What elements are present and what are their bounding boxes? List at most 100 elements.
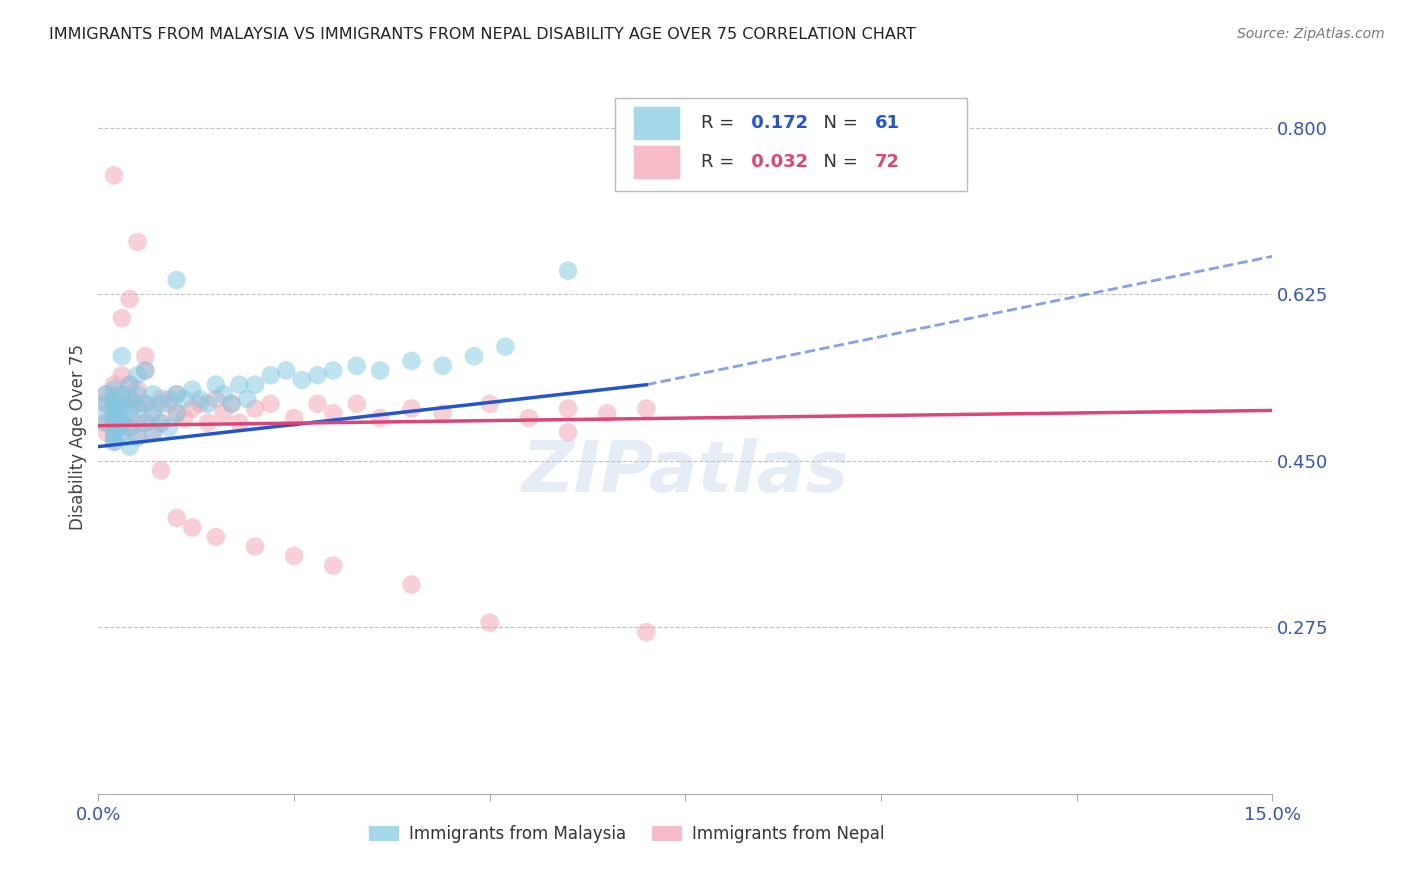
Text: Source: ZipAtlas.com: Source: ZipAtlas.com (1237, 27, 1385, 41)
Point (118, 420, 141, 434)
Point (134, 363, 156, 377)
Point (322, 406, 344, 420)
Point (96, 425, 118, 440)
Point (181, 520, 204, 534)
Point (103, 425, 125, 440)
Point (478, 397, 501, 411)
Point (197, 397, 219, 411)
Point (368, 411, 391, 425)
Point (517, 411, 540, 425)
Point (636, 625, 658, 640)
Point (221, 397, 243, 411)
Point (111, 416, 134, 430)
Text: 0.172: 0.172 (745, 114, 808, 132)
Point (96, 387, 118, 401)
Point (103, 430, 125, 444)
Point (127, 397, 149, 411)
Point (127, 368, 149, 383)
Point (212, 406, 235, 420)
Point (134, 349, 156, 363)
Point (322, 558, 344, 573)
Point (103, 377, 125, 392)
Point (205, 377, 228, 392)
Text: N =: N = (813, 114, 863, 132)
Point (118, 406, 141, 420)
Point (96, 406, 118, 420)
Point (494, 340, 516, 354)
Point (228, 416, 250, 430)
Point (111, 349, 134, 363)
Point (243, 401, 266, 416)
Point (166, 406, 188, 420)
Point (111, 425, 134, 440)
Point (557, 263, 579, 277)
Text: R =: R = (700, 114, 740, 132)
Point (96, 416, 118, 430)
Point (111, 416, 134, 430)
Point (181, 401, 204, 416)
Point (205, 530, 228, 544)
Point (118, 440, 141, 454)
Point (166, 387, 188, 401)
Point (243, 377, 266, 392)
Point (96, 397, 118, 411)
Point (103, 434, 125, 449)
Point (118, 420, 141, 434)
Text: IMMIGRANTS FROM MALAYSIA VS IMMIGRANTS FROM NEPAL DISABILITY AGE OVER 75 CORRELA: IMMIGRANTS FROM MALAYSIA VS IMMIGRANTS F… (49, 27, 915, 42)
Point (150, 392, 173, 406)
Point (103, 401, 125, 416)
Point (205, 392, 228, 406)
Point (173, 392, 195, 406)
Point (96, 397, 118, 411)
Point (127, 430, 149, 444)
Point (307, 397, 329, 411)
Point (127, 235, 149, 249)
Point (96, 416, 118, 430)
Point (127, 430, 149, 444)
Point (243, 540, 266, 554)
Point (111, 397, 134, 411)
Point (111, 311, 134, 326)
Point (134, 416, 156, 430)
Point (166, 511, 188, 525)
Point (118, 292, 141, 306)
Point (596, 406, 619, 420)
Point (118, 377, 141, 392)
Point (259, 368, 281, 383)
Text: 0.032: 0.032 (745, 153, 808, 171)
Point (103, 387, 125, 401)
Point (134, 397, 156, 411)
Point (322, 363, 344, 377)
Text: 61: 61 (875, 114, 900, 132)
Point (157, 420, 180, 434)
Text: N =: N = (813, 153, 863, 171)
Point (157, 392, 180, 406)
Point (368, 363, 391, 377)
Point (103, 169, 125, 183)
Point (432, 359, 454, 373)
Point (142, 425, 165, 440)
Point (188, 397, 211, 411)
Point (134, 397, 156, 411)
Point (127, 383, 149, 397)
Point (142, 406, 165, 420)
Point (401, 354, 423, 368)
Point (142, 387, 165, 401)
Point (259, 397, 281, 411)
Point (181, 383, 204, 397)
Point (118, 401, 141, 416)
Point (150, 397, 173, 411)
Point (212, 387, 235, 401)
Point (188, 392, 211, 406)
Point (276, 363, 298, 377)
Point (221, 397, 243, 411)
Point (127, 416, 149, 430)
Point (111, 368, 134, 383)
Point (103, 392, 125, 406)
Point (636, 401, 658, 416)
Point (111, 425, 134, 440)
Point (157, 397, 180, 411)
Point (103, 401, 125, 416)
Point (103, 425, 125, 440)
Point (111, 397, 134, 411)
